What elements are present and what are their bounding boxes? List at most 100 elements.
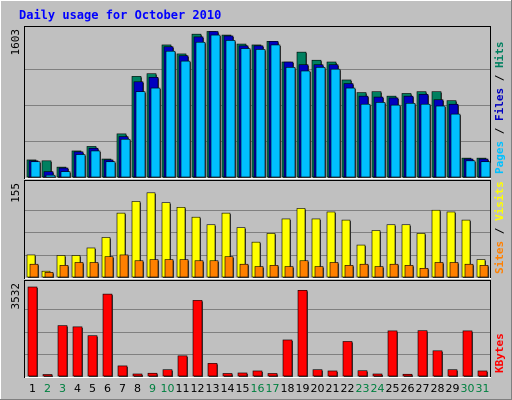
day-label-21: 21: [326, 382, 340, 395]
bar-sites-day-28: [434, 262, 444, 278]
bar-sites-day-29: [449, 262, 459, 278]
day-label-11: 11: [176, 382, 190, 395]
bar-pages-day-21: [330, 68, 341, 178]
day-label-7: 7: [119, 382, 126, 395]
bar-pages-day-9: [150, 87, 161, 178]
chart-panels: 1603 Pages / Files / Hits 155 Sites / Visit…: [9, 26, 506, 378]
legend-item-pages: Pages: [493, 141, 506, 174]
bar-sites-day-25: [389, 263, 399, 278]
bar-kbytes-day-12: [192, 300, 203, 377]
bar-pages-day-8: [135, 91, 146, 178]
bar-sites-day-27: [419, 267, 429, 278]
day-label-12: 12: [191, 382, 205, 395]
bar-sites-day-14: [224, 256, 234, 278]
bar-kbytes-day-15: [237, 372, 248, 377]
bar-kbytes-day-23: [357, 370, 368, 377]
legend-visits-sites: Sites / Visits: [493, 181, 506, 274]
axis-max-label: 1603: [9, 29, 22, 56]
bar-kbytes-day-7: [117, 365, 128, 377]
bar-sites-day-23: [359, 263, 369, 278]
axis-max-label: 3532: [9, 283, 22, 310]
day-label-24: 24: [371, 382, 385, 395]
bar-pages-day-18: [285, 67, 296, 178]
bar-kbytes-day-30: [462, 330, 473, 377]
bar-sites-day-11: [179, 259, 189, 278]
bar-kbytes-day-25: [387, 330, 398, 377]
bar-kbytes-day-9: [147, 372, 158, 377]
legend-kbytes: KBytes: [493, 333, 506, 373]
bar-kbytes-day-27: [417, 330, 428, 377]
bar-pages-day-31: [480, 161, 491, 178]
bar-pages-day-7: [120, 138, 131, 178]
bar-sites-day-5: [89, 262, 99, 278]
day-label-26: 26: [401, 382, 415, 395]
bar-pages-day-20: [315, 67, 326, 178]
bar-kbytes-day-3: [57, 325, 68, 377]
bar-pages-day-26: [405, 103, 416, 178]
bar-kbytes-day-17: [267, 373, 278, 377]
bar-sites-day-30: [464, 263, 474, 278]
day-label-17: 17: [266, 382, 280, 395]
legend-separator: /: [493, 68, 506, 88]
bar-pages-day-22: [345, 87, 356, 178]
bar-pages-day-15: [240, 48, 251, 178]
day-label-9: 9: [149, 382, 156, 395]
bar-pages-day-6: [105, 161, 116, 178]
bar-sites-day-4: [74, 262, 84, 278]
bar-sites-day-19: [299, 260, 309, 278]
day-label-25: 25: [386, 382, 400, 395]
bar-sites-day-16: [254, 266, 264, 278]
day-label-29: 29: [446, 382, 460, 395]
day-label-10: 10: [161, 382, 175, 395]
bar-pages-day-4: [75, 154, 86, 178]
bar-sites-day-2: [44, 272, 54, 278]
panel-visits-sites: 155 Sites / Visits: [9, 180, 506, 279]
bar-sites-day-12: [194, 260, 204, 278]
day-label-31: 31: [476, 382, 490, 395]
day-label-20: 20: [311, 382, 325, 395]
bar-kbytes-day-1: [27, 286, 38, 377]
bar-pages-day-19: [300, 70, 311, 178]
bar-kbytes-day-2: [42, 374, 53, 377]
bar-kbytes-day-14: [222, 373, 233, 377]
day-label-22: 22: [341, 382, 355, 395]
bar-pages-day-29: [450, 113, 461, 178]
bar-kbytes-day-22: [342, 341, 353, 377]
bar-kbytes-day-26: [402, 373, 413, 377]
bar-pages-day-16: [255, 49, 266, 178]
bar-pages-day-28: [435, 105, 446, 178]
bar-pages-day-5: [90, 150, 101, 178]
day-labels: 1 2 3 4 5 6 7 8 9 10 11 12 13 14 15 16 17 18 19 20 21 22 23 24 2…: [29, 382, 490, 395]
bar-kbytes-day-18: [282, 339, 293, 377]
bar-sites-day-31: [479, 265, 489, 278]
day-label-2: 2: [44, 382, 51, 395]
bar-pages-day-3: [60, 171, 71, 178]
bar-pages-day-23: [360, 103, 371, 178]
bar-sites-day-20: [314, 266, 324, 278]
bar-kbytes-day-16: [252, 370, 263, 377]
bar-kbytes-day-8: [132, 373, 143, 377]
chart-title: Daily usage for October 2010: [19, 8, 221, 22]
bar-sites-day-3: [59, 265, 69, 278]
bar-kbytes-day-19: [297, 290, 308, 377]
legend-item-hits: Hits: [493, 42, 506, 69]
bar-sites-day-13: [209, 260, 219, 278]
day-label-15: 15: [236, 382, 250, 395]
day-label-19: 19: [296, 382, 310, 395]
bar-pages-day-24: [375, 102, 386, 178]
bar-pages-day-12: [195, 41, 206, 178]
bar-sites-day-24: [374, 266, 384, 278]
bar-kbytes-day-20: [312, 369, 323, 377]
axis-max-label: 155: [9, 183, 22, 203]
bar-sites-day-9: [149, 259, 159, 278]
day-label-3: 3: [59, 382, 66, 395]
bar-kbytes-day-28: [432, 350, 443, 377]
bar-pages-day-25: [390, 104, 401, 178]
day-label-23: 23: [356, 382, 370, 395]
bar-pages-day-2: [45, 174, 56, 178]
legend-item-files: Files: [493, 88, 506, 121]
legend-separator: /: [493, 221, 506, 241]
bar-sites-day-17: [269, 265, 279, 278]
bar-sites-day-22: [344, 265, 354, 278]
day-label-8: 8: [134, 382, 141, 395]
